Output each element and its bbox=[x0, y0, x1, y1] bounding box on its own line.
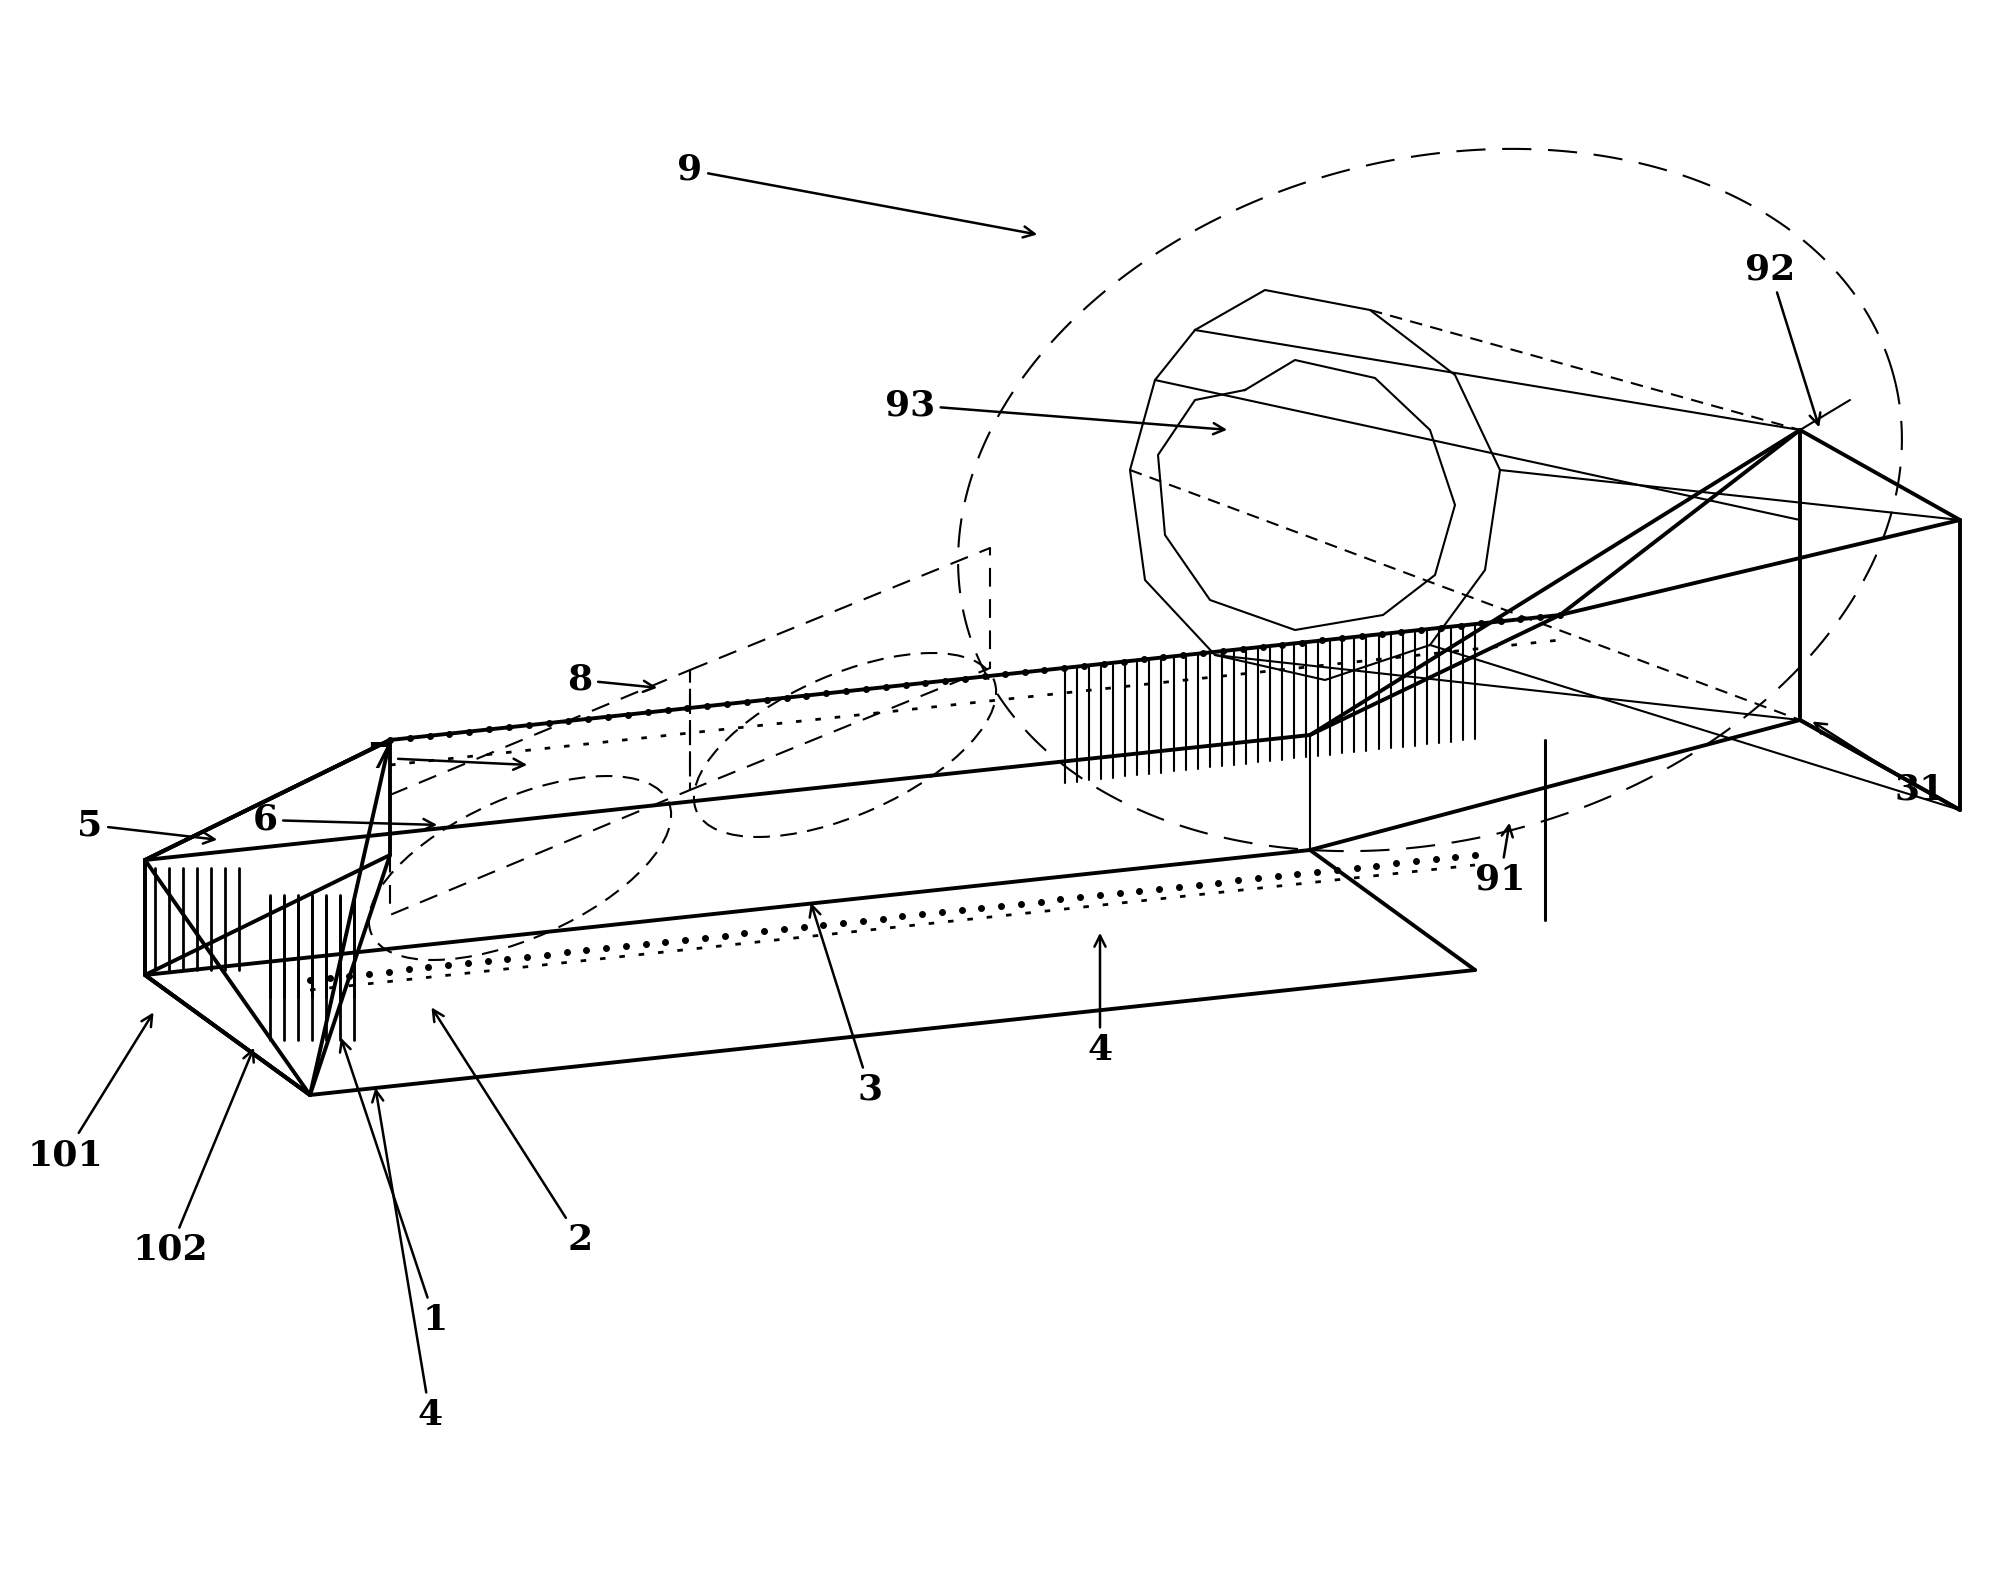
Text: 6: 6 bbox=[252, 802, 434, 837]
Text: 91: 91 bbox=[1474, 826, 1526, 896]
Text: 102: 102 bbox=[132, 1051, 254, 1267]
Text: 8: 8 bbox=[568, 662, 654, 697]
Text: 2: 2 bbox=[432, 1009, 592, 1258]
Text: 4: 4 bbox=[1088, 936, 1112, 1067]
Text: 9: 9 bbox=[678, 153, 1034, 237]
Text: 4: 4 bbox=[372, 1091, 442, 1431]
Text: 31: 31 bbox=[1814, 723, 1946, 807]
Text: 1: 1 bbox=[340, 1040, 448, 1337]
Text: 3: 3 bbox=[810, 906, 882, 1106]
Text: 92: 92 bbox=[1744, 253, 1820, 425]
Text: 101: 101 bbox=[28, 1014, 152, 1172]
Text: 5: 5 bbox=[78, 809, 214, 844]
Text: 7: 7 bbox=[368, 740, 524, 775]
Text: 93: 93 bbox=[884, 388, 1224, 435]
